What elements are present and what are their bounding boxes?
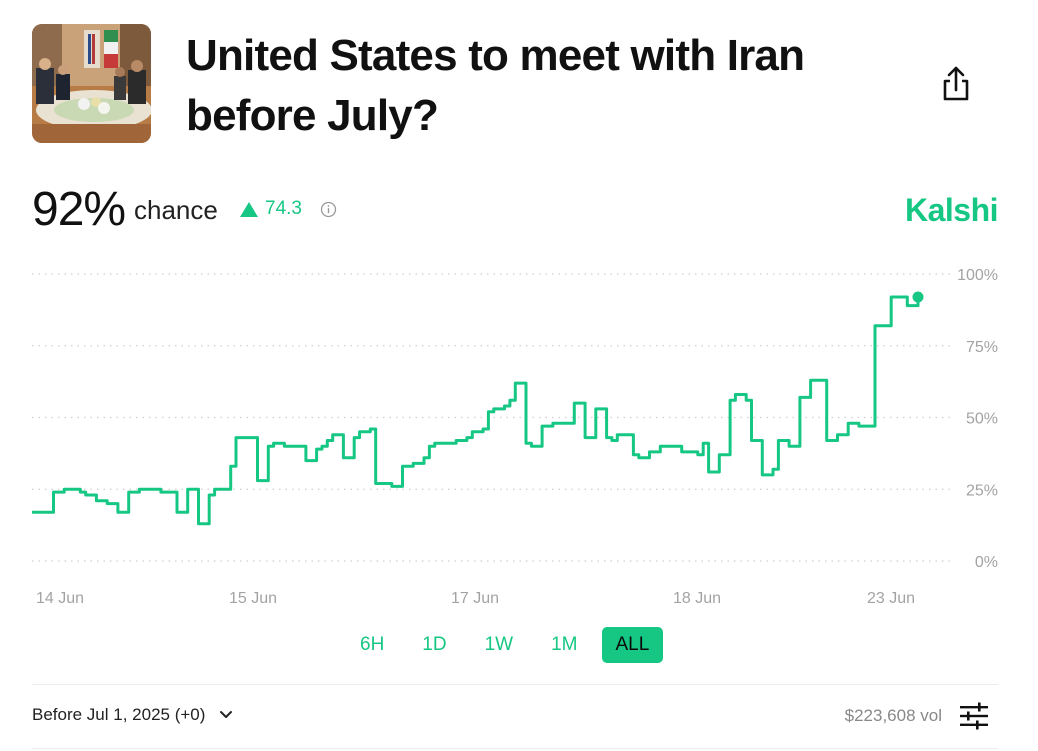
info-icon[interactable] <box>320 201 337 218</box>
probability-line <box>32 295 920 526</box>
meeting-photo-image <box>32 24 151 143</box>
y-tick-label: 0% <box>975 554 998 571</box>
divider-top <box>32 684 998 685</box>
chance-value: 92% <box>32 183 126 236</box>
chevron-down-icon <box>220 711 233 718</box>
probability-chart: 100% 75% 50% 25% 0% 14 Jun 15 Jun 17 Jun 18 Jun 2… <box>32 267 998 607</box>
volume-text: $223,608 vol <box>844 706 942 725</box>
share-icon <box>943 66 969 101</box>
range-button-1d[interactable]: 1D <box>408 627 460 663</box>
range-button-6h[interactable]: 6H <box>346 627 398 663</box>
y-tick-label: 75% <box>966 339 998 356</box>
filter-button[interactable] <box>958 702 990 730</box>
outcome-selector[interactable]: Before Jul 1, 2025 (+0) <box>32 705 233 725</box>
x-tick-label: 17 Jun <box>451 590 499 607</box>
chance-label: chance <box>134 195 218 225</box>
share-button[interactable] <box>938 64 974 104</box>
time-range-selector: 6H 1D 1W 1M ALL <box>346 627 673 663</box>
market-thumbnail <box>32 24 151 143</box>
range-button-all[interactable]: ALL <box>601 627 664 663</box>
current-value-dot <box>912 291 924 303</box>
y-tick-label: 100% <box>957 267 998 284</box>
sliders-icon <box>960 702 988 730</box>
chance-delta: 74.3 <box>240 198 302 220</box>
y-tick-label: 25% <box>966 482 998 499</box>
x-tick-label: 15 Jun <box>229 590 277 607</box>
y-tick-label: 50% <box>966 411 998 428</box>
x-tick-label: 23 Jun <box>867 590 915 607</box>
market-title: United States to meet with Iran before J… <box>186 26 876 146</box>
outcome-label: Before Jul 1, 2025 (+0) <box>32 705 206 724</box>
range-button-1w[interactable]: 1W <box>471 627 528 663</box>
stats-row: 92% chance 74.3 Kalshi <box>32 182 1012 238</box>
x-tick-label: 18 Jun <box>673 590 721 607</box>
x-tick-label: 14 Jun <box>36 590 84 607</box>
divider-bottom <box>32 748 998 749</box>
market-title-line-2: before July? <box>186 91 439 140</box>
chance-delta-value: 74.3 <box>265 198 302 219</box>
range-button-1m[interactable]: 1M <box>537 627 591 663</box>
kalshi-logo: Kalshi <box>904 192 999 228</box>
market-title-line-1: United States to meet with Iran <box>186 31 805 80</box>
up-triangle-icon <box>240 201 258 217</box>
